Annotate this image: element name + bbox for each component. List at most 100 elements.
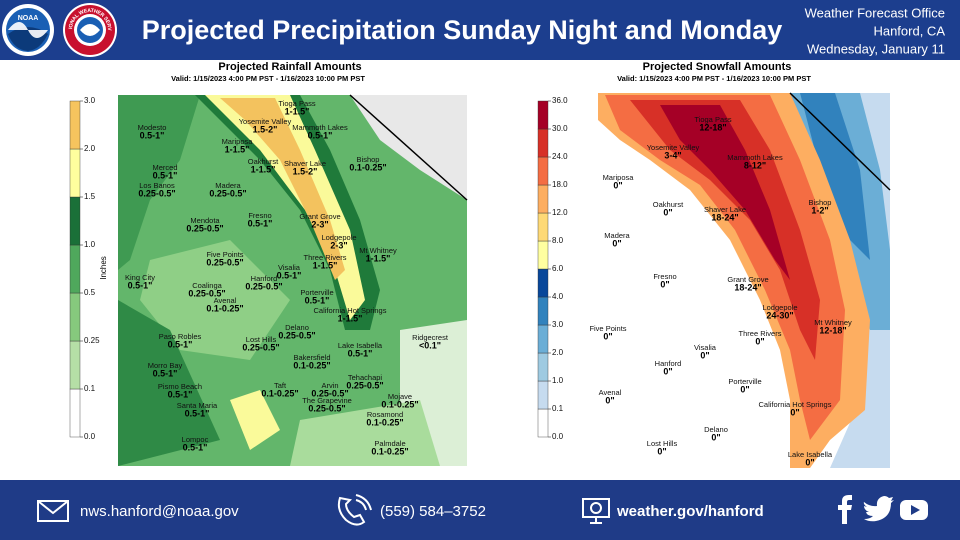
place-amount: 1-1.5" bbox=[366, 253, 391, 263]
footer-band bbox=[0, 480, 960, 540]
place-amount: 0.25-0.5" bbox=[308, 403, 345, 413]
place-name: Paso Robles bbox=[159, 332, 202, 341]
place-amount: 0.25-0.5" bbox=[311, 388, 348, 398]
legend-tick-label: 0.1 bbox=[552, 404, 564, 413]
place-name: Palmdale bbox=[374, 439, 405, 448]
place-name: Lake Isabella bbox=[788, 450, 833, 459]
legend-swatch bbox=[537, 324, 549, 354]
place-amount: 0" bbox=[805, 457, 814, 467]
place-amount: 0.5-1" bbox=[153, 170, 178, 180]
place-amount: 0" bbox=[711, 432, 720, 442]
place-name: Yosemite Valley bbox=[239, 117, 292, 126]
legend-tick-label: 4.0 bbox=[552, 292, 564, 301]
legend-tick-label: 24.0 bbox=[552, 152, 568, 161]
rainfall-map bbox=[118, 94, 468, 466]
legend-swatch bbox=[69, 244, 81, 294]
legend-tick-label: 6.0 bbox=[552, 264, 564, 273]
legend-swatch bbox=[537, 380, 549, 410]
footer-phone: (559) 584–3752 bbox=[380, 503, 486, 520]
place-amount: 0" bbox=[663, 366, 672, 376]
place-name: Coalinga bbox=[192, 281, 222, 290]
place-amount: 0.1-0.25" bbox=[293, 360, 330, 370]
legend-tick-label: 30.0 bbox=[552, 124, 568, 133]
legend-swatch bbox=[69, 196, 81, 246]
place-name: Lompoc bbox=[182, 435, 209, 444]
place-amount: 0.5-1" bbox=[128, 280, 153, 290]
legend-swatch bbox=[537, 408, 549, 438]
footer-website: weather.gov/hanford bbox=[616, 503, 764, 520]
place-amount: 0" bbox=[605, 395, 614, 405]
office-line: Wednesday, January 11 bbox=[807, 41, 945, 56]
snowfall-map bbox=[598, 92, 891, 468]
place-amount: 0.5-1" bbox=[183, 442, 208, 452]
place-name: California Hot Springs bbox=[314, 306, 387, 315]
legend-swatch bbox=[537, 100, 549, 130]
map-valid: Valid: 1/15/2023 4:00 PM PST - 1/16/2023… bbox=[171, 74, 365, 83]
place-name: Mariposa bbox=[603, 173, 635, 182]
place-name: Los Banos bbox=[139, 181, 175, 190]
legend-swatch bbox=[537, 184, 549, 214]
office-line: Weather Forecast Office bbox=[805, 5, 945, 20]
place-amount: 0" bbox=[660, 279, 669, 289]
legend-tick-label: 18.0 bbox=[552, 180, 568, 189]
place-amount: 0.5-1" bbox=[277, 270, 302, 280]
place-amount: 1-2" bbox=[811, 205, 828, 215]
place-amount: 2-3" bbox=[311, 219, 328, 229]
footer-email: nws.hanford@noaa.gov bbox=[80, 503, 239, 520]
place-amount: 0.25-0.5" bbox=[245, 281, 282, 291]
place-amount: 0" bbox=[603, 331, 612, 341]
legend-tick-label: 3.0 bbox=[552, 320, 564, 329]
place-amount: <0.1" bbox=[419, 340, 441, 350]
office-line: Hanford, CA bbox=[873, 23, 945, 38]
place-amount: 1-1.5" bbox=[251, 164, 276, 174]
place-amount: 3-4" bbox=[664, 150, 681, 160]
place-name: Delano bbox=[285, 323, 309, 332]
place-amount: 0.25-0.5" bbox=[186, 223, 223, 233]
place-amount: 0.5-1" bbox=[153, 368, 178, 378]
place-name: Lost Hills bbox=[246, 335, 277, 344]
legend-tick-label: 2.0 bbox=[552, 348, 564, 357]
legend-tick-label: 1.0 bbox=[84, 240, 96, 249]
place-name: Merced bbox=[152, 163, 177, 172]
place-amount: 0" bbox=[700, 350, 709, 360]
place-name: Bishop bbox=[809, 198, 832, 207]
legend-tick-label: 2.0 bbox=[84, 144, 96, 153]
noaa-logo: NOAA bbox=[2, 4, 54, 56]
place-amount: 0.25-0.5" bbox=[188, 288, 225, 298]
email-icon bbox=[37, 500, 69, 522]
place-name: Lake Isabella bbox=[338, 341, 383, 350]
place-amount: 1-1.5" bbox=[285, 106, 310, 116]
place-name: Tehachapi bbox=[348, 373, 383, 382]
legend-swatch bbox=[537, 212, 549, 242]
place-name: Shaver Lake bbox=[284, 159, 326, 168]
place-name: Hanford bbox=[655, 359, 682, 368]
place-amount: 0.25-0.5" bbox=[346, 380, 383, 390]
place-name: Avenal bbox=[599, 388, 622, 397]
place-name: Modesto bbox=[138, 123, 167, 132]
place-name: Mendota bbox=[190, 216, 220, 225]
legend-tick-label: 1.0 bbox=[552, 376, 564, 385]
place-amount: 12-18" bbox=[699, 122, 726, 132]
legend-swatch bbox=[69, 100, 81, 150]
place-amount: 0.5-1" bbox=[185, 408, 210, 418]
place-amount: 0" bbox=[790, 407, 799, 417]
place-name: Mammoth Lakes bbox=[727, 153, 783, 162]
map-title: Projected Snowfall Amounts bbox=[643, 61, 792, 73]
place-amount: 0.5-1" bbox=[308, 130, 333, 140]
place-name: Yosemite Valley bbox=[647, 143, 700, 152]
legend-label: Inches bbox=[99, 256, 108, 280]
place-name: Mariposa bbox=[222, 137, 254, 146]
place-name: Madera bbox=[604, 231, 630, 240]
legend-swatch bbox=[69, 340, 81, 390]
place-amount: 0.25-0.5" bbox=[209, 188, 246, 198]
legend-swatch bbox=[537, 128, 549, 158]
legend-tick-label: 3.0 bbox=[84, 96, 96, 105]
place-amount: 0" bbox=[613, 180, 622, 190]
place-name: Oakhurst bbox=[248, 157, 279, 166]
web-icon bbox=[582, 498, 610, 524]
place-amount: 0.5-1" bbox=[305, 295, 330, 305]
place-name: Rosamond bbox=[367, 410, 403, 419]
place-name: Grant Grove bbox=[727, 275, 768, 284]
legend-tick-label: 1.5 bbox=[84, 192, 96, 201]
